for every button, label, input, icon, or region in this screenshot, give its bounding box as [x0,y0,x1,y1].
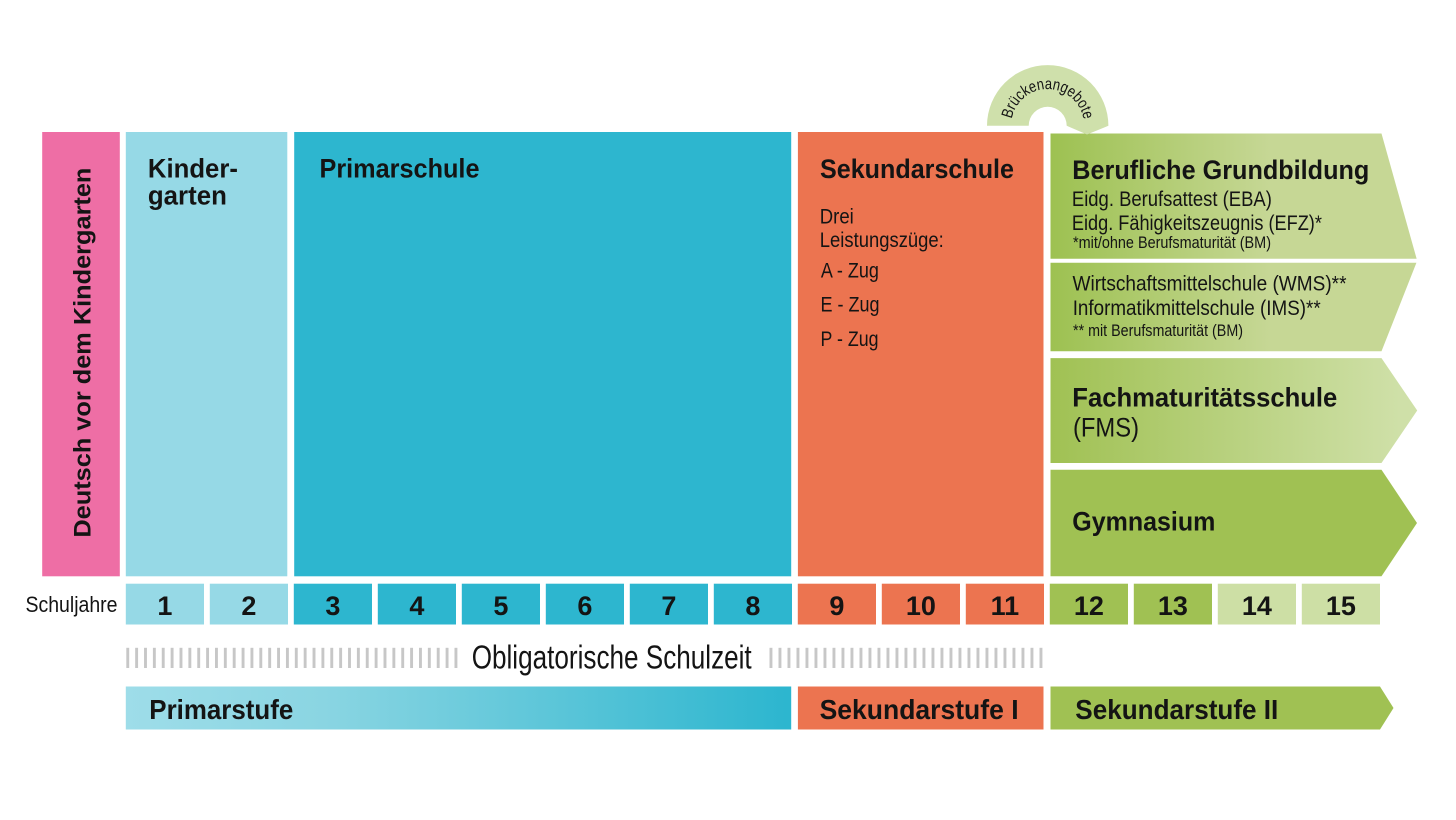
svg-text:Sekundarschule: Sekundarschule [820,154,1014,184]
svg-text:Deutsch vor dem Kindergarten: Deutsch vor dem Kindergarten [70,168,97,538]
svg-text:Primarschule: Primarschule [320,154,480,184]
svg-text:8: 8 [745,591,760,621]
svg-text:11: 11 [991,591,1020,621]
svg-text:Schuljahre: Schuljahre [26,592,118,617]
svg-text:2: 2 [241,591,256,621]
svg-text:garten: garten [148,181,227,211]
svg-text:1: 1 [157,591,172,621]
svg-text:(FMS): (FMS) [1073,413,1139,443]
svg-text:Obligatorische Schulzeit: Obligatorische Schulzeit [472,639,752,676]
svg-text:E - Zug: E - Zug [821,294,880,317]
svg-text:A - Zug: A - Zug [821,260,879,283]
svg-text:6: 6 [577,591,592,621]
svg-text:Eidg. Berufsattest (EBA): Eidg. Berufsattest (EBA) [1072,188,1272,211]
svg-text:9: 9 [829,591,844,621]
svg-text:*mit/ohne Berufsmaturität (BM): *mit/ohne Berufsmaturität (BM) [1073,233,1271,252]
svg-text:Sekundarstufe II: Sekundarstufe II [1075,694,1278,725]
svg-text:4: 4 [409,591,424,621]
svg-text:Drei: Drei [820,206,854,229]
svg-text:Sekundarstufe I: Sekundarstufe I [820,694,1019,725]
svg-text:Primarstufe: Primarstufe [149,694,293,725]
svg-text:Kinder-: Kinder- [148,154,238,184]
svg-text:3: 3 [325,591,340,621]
svg-text:Informatikmittelschule (IMS)**: Informatikmittelschule (IMS)** [1073,297,1321,320]
svg-text:Eidg. Fähigkeitszeugnis (EFZ)*: Eidg. Fähigkeitszeugnis (EFZ)* [1072,212,1322,235]
svg-text:10: 10 [906,591,936,621]
svg-text:12: 12 [1074,591,1104,621]
svg-text:Gymnasium: Gymnasium [1072,506,1215,536]
svg-text:14: 14 [1242,591,1272,621]
svg-text:7: 7 [661,591,676,621]
svg-text:Fachmaturitätsschule: Fachmaturitätsschule [1072,383,1337,413]
svg-text:Leistungszüge:: Leistungszüge: [820,229,944,252]
svg-text:P - Zug: P - Zug [821,328,879,351]
svg-text:** mit Berufsmaturität (BM): ** mit Berufsmaturität (BM) [1073,321,1243,340]
svg-text:5: 5 [493,591,508,621]
svg-text:Berufliche Grundbildung: Berufliche Grundbildung [1072,155,1369,185]
svg-text:13: 13 [1158,591,1188,621]
svg-text:Wirtschaftsmittelschule (WMS)*: Wirtschaftsmittelschule (WMS)** [1073,273,1347,296]
svg-text:15: 15 [1326,591,1356,621]
